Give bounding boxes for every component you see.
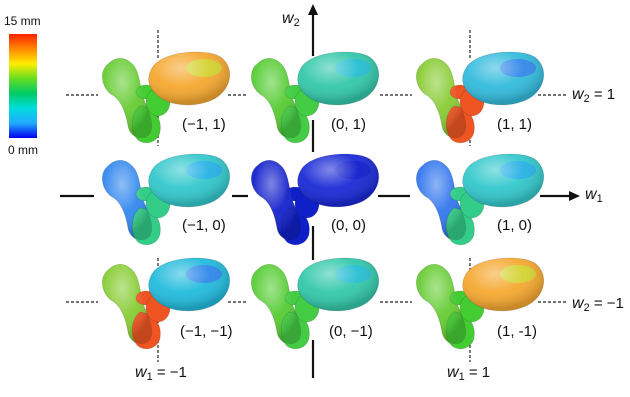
guide-label-w1-left: w1 = −1 xyxy=(135,364,187,383)
cell-label-1-0: (1, 0) xyxy=(497,217,533,234)
guide-label-w2-bottom: w2 = −1 xyxy=(572,295,624,314)
shape-8 xyxy=(415,257,545,350)
shape-main-gloss xyxy=(297,258,379,311)
cell-label-1-neg1: (1, -1) xyxy=(497,323,538,340)
shape-left-gloss xyxy=(251,160,302,241)
w2-axis-arrowhead xyxy=(308,4,318,15)
shape-left-gloss xyxy=(416,58,467,139)
guide-label-w2-top: w2 = 1 xyxy=(572,86,616,105)
shape-left-gloss xyxy=(251,264,302,345)
shape-grid xyxy=(101,51,545,350)
cell-label-neg1-neg1: (−1, −1) xyxy=(180,323,233,340)
shape-left-gloss xyxy=(416,160,467,241)
shape-main-gloss xyxy=(462,154,544,207)
colorbar-max-label: 15 mm xyxy=(4,14,41,28)
shape-main-gloss xyxy=(297,52,379,105)
shape-5 xyxy=(415,153,545,246)
shape-4 xyxy=(250,153,380,246)
colorbar-gradient xyxy=(9,34,37,138)
shape-main-gloss xyxy=(148,154,230,207)
w1-axis-label: w1 xyxy=(585,186,603,205)
shape-2 xyxy=(415,51,545,144)
shape-main-gloss xyxy=(148,258,230,311)
shape-left-gloss xyxy=(102,264,153,345)
shape-6 xyxy=(101,257,231,350)
shape-3 xyxy=(101,153,231,246)
shape-main-gloss xyxy=(297,154,379,207)
colorbar xyxy=(9,34,37,138)
w1-axis-arrowhead xyxy=(569,191,580,201)
cell-label-0-1: (0, 1) xyxy=(331,116,367,133)
cell-label-1-1: (1, 1) xyxy=(497,116,533,133)
colorbar-min-label: 0 mm xyxy=(8,143,38,157)
shape-main-gloss xyxy=(148,52,230,105)
axes xyxy=(60,4,580,378)
cell-label-neg1-0: (−1, 0) xyxy=(182,217,226,234)
cell-label-0-neg1: (0, −1) xyxy=(329,323,373,340)
shape-0 xyxy=(101,51,231,144)
shape-1 xyxy=(250,51,380,144)
cell-label-0-0: (0, 0) xyxy=(331,217,367,234)
shape-main-gloss xyxy=(462,52,544,105)
shape-7 xyxy=(250,257,380,350)
guide-label-w1-right: w1 = 1 xyxy=(447,364,491,383)
shape-left-gloss xyxy=(102,160,153,241)
cell-label-neg1-1: (−1, 1) xyxy=(182,116,226,133)
shape-main-gloss xyxy=(462,258,544,311)
shape-left-gloss xyxy=(416,264,467,345)
shape-left-gloss xyxy=(102,58,153,139)
shape-left-gloss xyxy=(251,58,302,139)
w2-axis-label: w2 xyxy=(282,10,300,29)
